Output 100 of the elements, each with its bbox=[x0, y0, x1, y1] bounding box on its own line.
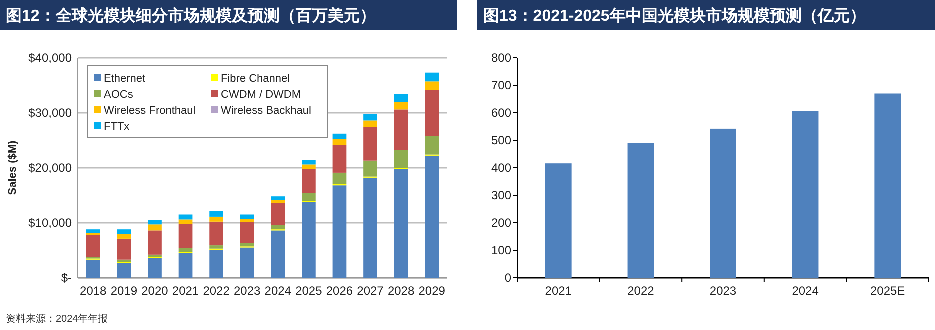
x-tick-label: 2020 bbox=[142, 284, 169, 298]
bar bbox=[332, 139, 347, 146]
y-tick-label: 300 bbox=[491, 188, 512, 202]
bar bbox=[545, 164, 572, 278]
bar bbox=[364, 114, 378, 121]
y-tick-label: 200 bbox=[491, 216, 512, 230]
x-tick-label: 2021 bbox=[545, 284, 572, 298]
bar bbox=[302, 193, 316, 201]
bar bbox=[148, 230, 162, 255]
bar bbox=[332, 134, 347, 140]
y-tick-label: 800 bbox=[491, 51, 512, 65]
x-tick-label: 2022 bbox=[628, 284, 655, 298]
bar bbox=[210, 222, 224, 246]
bar bbox=[240, 222, 254, 244]
bar bbox=[117, 234, 132, 239]
chart-title: 图13：2021-2025年中国光模块市场规模预测（亿元） bbox=[484, 7, 866, 25]
y-tick-label: $30,000 bbox=[28, 106, 72, 120]
y-tick-label: 400 bbox=[491, 161, 512, 175]
bar bbox=[332, 186, 347, 278]
legend-label: Fibre Channel bbox=[221, 73, 290, 85]
bar bbox=[710, 128, 736, 278]
bar bbox=[792, 111, 819, 278]
x-tick-label: 2028 bbox=[388, 284, 415, 298]
bar bbox=[271, 200, 286, 204]
x-tick-label: 2027 bbox=[357, 284, 384, 298]
bar bbox=[271, 230, 286, 278]
bar bbox=[178, 253, 193, 278]
bar bbox=[364, 160, 378, 177]
x-tick-label: 2018 bbox=[80, 284, 108, 298]
legend-label: Ethernet bbox=[104, 73, 146, 85]
text: 资料来源：2024年年报 bbox=[6, 313, 108, 325]
bar bbox=[425, 156, 440, 278]
bar bbox=[394, 169, 408, 278]
x-tick-label: 2025 bbox=[296, 284, 323, 298]
y-tick-label: 0 bbox=[504, 271, 512, 285]
y-tick-label: 500 bbox=[491, 134, 512, 148]
bar bbox=[425, 90, 440, 136]
bar bbox=[178, 224, 193, 248]
bar bbox=[210, 216, 224, 222]
y-tick-label: $10,000 bbox=[28, 216, 72, 230]
y-tick-label: 100 bbox=[491, 244, 512, 258]
bar bbox=[240, 214, 254, 220]
legend-label: Wireless Fronthaul bbox=[104, 105, 196, 117]
bar bbox=[302, 164, 316, 170]
chart-title: 图12：全球光模块细分市场规模及预测（百万美元） bbox=[6, 6, 376, 25]
legend-label: Wireless Backhaul bbox=[221, 105, 312, 117]
bar bbox=[628, 143, 654, 278]
legend-label: CWDM / DWDM bbox=[221, 89, 302, 101]
bar bbox=[117, 238, 132, 260]
bar bbox=[302, 160, 316, 165]
x-tick-label: 2022 bbox=[203, 284, 230, 298]
bar bbox=[332, 172, 347, 184]
y-axis-title: Sales ($M) bbox=[7, 140, 19, 196]
bar bbox=[210, 250, 224, 278]
bar bbox=[271, 203, 286, 226]
x-tick-label: 2023 bbox=[234, 284, 262, 298]
bar bbox=[332, 145, 347, 173]
bar bbox=[148, 224, 162, 231]
x-tick-label: 2029 bbox=[418, 284, 446, 298]
y-tick-label: 700 bbox=[491, 78, 512, 92]
bar bbox=[874, 94, 902, 278]
bar bbox=[302, 169, 316, 194]
x-tick-label: 2026 bbox=[326, 284, 354, 298]
x-tick-label: 2025E bbox=[870, 284, 906, 298]
y-tick-label: $20,000 bbox=[28, 161, 72, 175]
x-tick-label: 2021 bbox=[172, 284, 200, 298]
bar bbox=[148, 254, 162, 258]
bar bbox=[86, 235, 100, 258]
bar bbox=[364, 178, 378, 278]
x-tick-label: 2019 bbox=[110, 284, 138, 298]
legend-label: AOCs bbox=[104, 89, 134, 101]
bar bbox=[210, 246, 224, 249]
bar bbox=[148, 220, 162, 225]
bar bbox=[425, 72, 440, 82]
bar bbox=[425, 82, 440, 90]
bar bbox=[394, 102, 408, 110]
bar bbox=[394, 94, 408, 102]
bar bbox=[240, 219, 254, 222]
bar bbox=[210, 211, 224, 217]
bar bbox=[117, 263, 132, 278]
bar bbox=[271, 225, 286, 230]
bar bbox=[178, 220, 193, 224]
bar bbox=[425, 136, 440, 155]
bar bbox=[117, 230, 132, 234]
x-tick-label: 2024 bbox=[264, 284, 292, 298]
y-tick-label: $- bbox=[61, 271, 72, 285]
bar bbox=[271, 196, 286, 200]
bar bbox=[394, 150, 408, 168]
x-tick-label: 2024 bbox=[792, 284, 820, 298]
y-tick-label: 600 bbox=[491, 106, 512, 120]
legend-label: FTTx bbox=[104, 121, 130, 133]
y-tick-label: $40,000 bbox=[28, 51, 72, 65]
bar bbox=[240, 243, 254, 247]
bar bbox=[86, 230, 100, 234]
bar bbox=[240, 248, 254, 278]
bar bbox=[86, 260, 100, 278]
bar bbox=[364, 120, 378, 128]
bar bbox=[394, 110, 408, 150]
bar bbox=[302, 202, 316, 278]
bar bbox=[364, 127, 378, 161]
